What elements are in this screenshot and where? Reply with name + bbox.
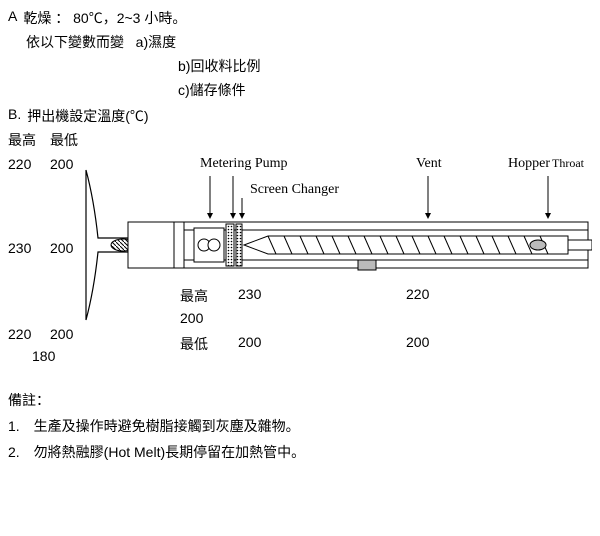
temps-header: 最高 最低: [8, 130, 592, 150]
factor-b-row: b)回收料比例: [178, 56, 592, 76]
note-2: 2. 勿將熱融膠(Hot Melt)長期停留在加熱管中。: [8, 442, 592, 462]
notes-section: 備註： 1. 生產及操作時避免樹脂接觸到灰塵及雜物。 2. 勿將熱融膠(Hot …: [8, 390, 592, 462]
factor-a: a)濕度: [136, 32, 176, 52]
factor-b: b)回收料比例: [178, 56, 260, 76]
section-b-letter: B.: [8, 106, 21, 122]
section-a-title: 乾燥 ：: [23, 8, 69, 28]
section-a-condition: 80℃，2~3 小時。: [73, 8, 186, 28]
factor-c: c)儲存條件: [178, 80, 246, 100]
note-1: 1. 生產及操作時避免樹脂接觸到灰塵及雜物。: [8, 416, 592, 436]
section-a-header: A 乾燥 ： 80℃，2~3 小時。: [8, 8, 592, 28]
min-label: 最低: [50, 130, 78, 150]
section-a-letter: A: [8, 8, 17, 24]
section-a-depends-row: 依以下變數而變 a)濕度: [26, 32, 592, 52]
section-b-title: 押出機設定溫度(℃): [27, 106, 148, 126]
notes-header: 備註：: [8, 390, 592, 410]
extruder-diagram: [8, 150, 592, 360]
factor-c-row: c)儲存條件: [178, 80, 592, 100]
max-label: 最高: [8, 130, 36, 150]
section-a-depends: 依以下變數而變: [26, 32, 124, 52]
section-b-header: B. 押出機設定溫度(℃): [8, 106, 592, 126]
extruder-diagram-wrap: 220 200 230 200 220 200 180 Metering Pum…: [8, 150, 592, 360]
